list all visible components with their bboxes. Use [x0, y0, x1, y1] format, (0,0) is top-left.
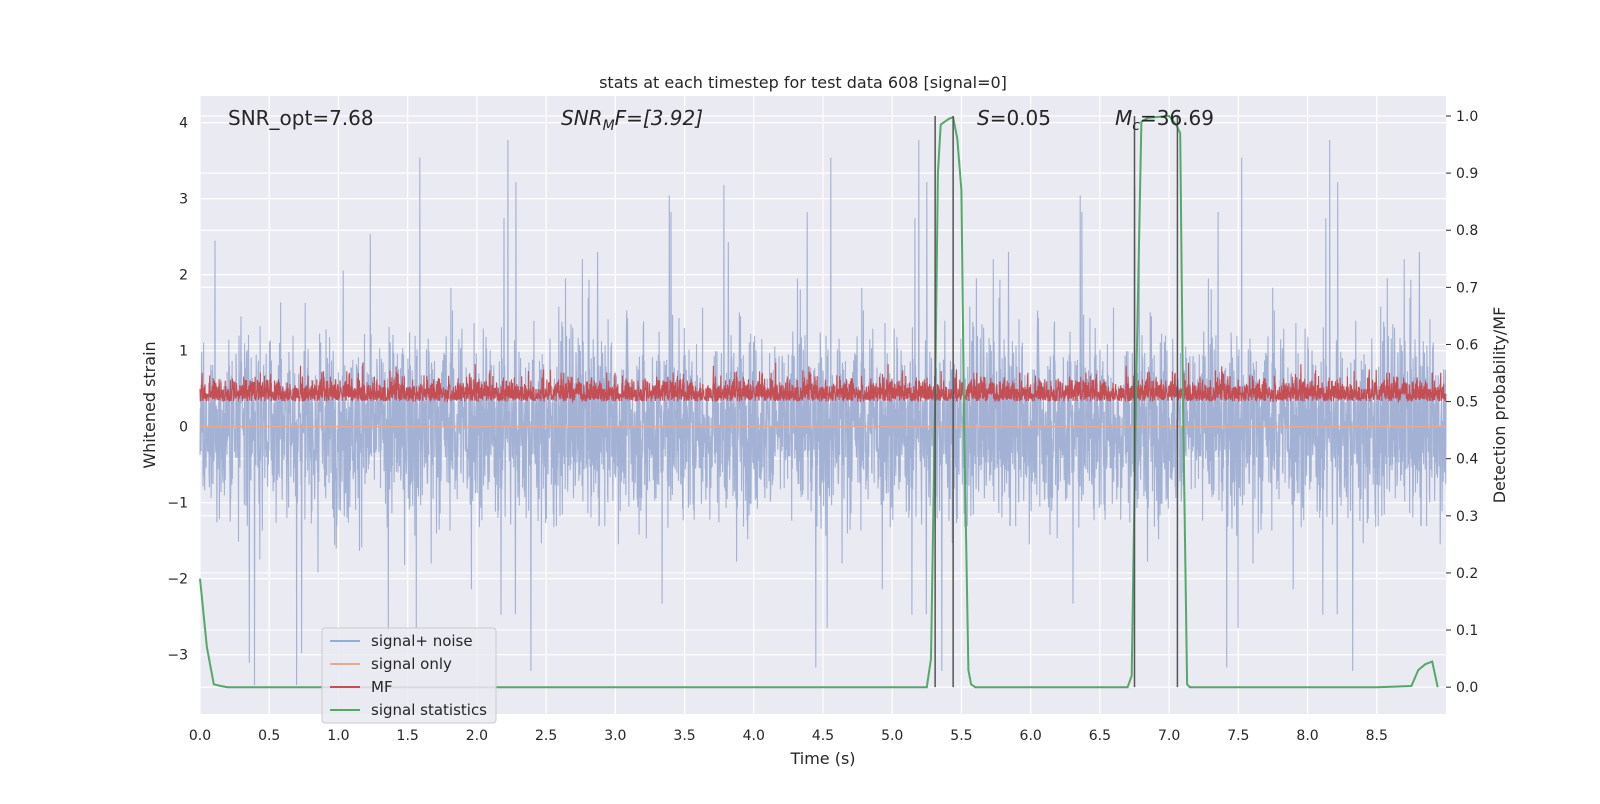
y-right-tick-label: 0.6 [1456, 337, 1478, 353]
y-axis-label-right: Detection probability/MF [1490, 307, 1509, 504]
y-left-tick-label: −3 [167, 648, 188, 664]
legend-box [321, 627, 497, 724]
y-left-tick-label: 1 [179, 344, 188, 360]
y-right-tick-label: 0.1 [1456, 623, 1478, 639]
y-left-tick-labels: −3 −2 −1 0 1 2 3 4 [167, 116, 188, 664]
legend-label-mf: MF [371, 678, 393, 696]
x-tick-label: 3.0 [604, 728, 626, 744]
legend-label-signal-only: signal only [371, 655, 452, 673]
x-tick-label: 5.0 [881, 728, 903, 744]
annotation-s-main: S [977, 106, 990, 130]
y-right-tick-label: 1.0 [1456, 109, 1478, 125]
y-right-tick-label: 0.7 [1456, 280, 1478, 296]
chart-title: stats at each timestep for test data 608… [599, 73, 1007, 92]
annotation-snr-mf-sub: M [603, 118, 615, 134]
x-tick-label: 4.5 [812, 728, 834, 744]
y-right-tick-label: 0.4 [1456, 452, 1478, 468]
y-axis-label-left: Whitened strain [140, 341, 159, 468]
vertical-markers [934, 115, 1179, 688]
annotation-snr-mf: SNRMF=[3.92] [561, 106, 703, 134]
series-signal-statistics [199, 114, 1439, 689]
x-tick-label: 8.5 [1366, 728, 1388, 744]
x-tick-label: 6.5 [1089, 728, 1111, 744]
y-right-tick-label: 0.9 [1456, 166, 1478, 182]
y-left-tick-label: 3 [179, 192, 188, 208]
x-tick-label: 3.5 [673, 728, 695, 744]
series-signal-noise [199, 139, 1447, 686]
annotation-mc-main: M [1115, 106, 1132, 130]
x-tick-label: 1.5 [397, 728, 419, 744]
x-tick-label: 7.0 [1158, 728, 1180, 744]
y-right-tick-label: 0.5 [1456, 395, 1478, 411]
x-axis-label: Time (s) [789, 749, 855, 768]
y-left-tick-label: −2 [167, 572, 188, 588]
y-left-tick-label: −1 [167, 496, 188, 512]
x-tick-label: 0.5 [258, 728, 280, 744]
annotation-mc: Mc=36.69 [1115, 106, 1214, 134]
annotation-snr-mf-main: SNR [561, 106, 603, 130]
annotation-s-rest: =0.05 [990, 106, 1051, 130]
x-tick-label: 7.5 [1227, 728, 1249, 744]
legend-label-signal-statistics: signal statistics [371, 701, 487, 719]
x-tick-label: 2.0 [466, 728, 488, 744]
x-tick-label: 0.0 [189, 728, 211, 744]
legend-label-signal-noise: signal+ noise [371, 632, 473, 650]
annotation-snr-mf-rest: F=[3.92] [615, 106, 703, 130]
x-tick-label: 8.0 [1296, 728, 1318, 744]
annotation-s: S=0.05 [977, 106, 1051, 130]
x-tick-label: 1.0 [327, 728, 349, 744]
y-left-tick-label: 2 [179, 268, 188, 284]
y-right-tick-label: 0.8 [1456, 223, 1478, 239]
x-tick-label: 4.0 [743, 728, 765, 744]
annotation-snr-opt: SNR_opt=7.68 [228, 106, 374, 130]
y-right-tick-labels: 0.0 0.1 0.2 0.3 0.4 0.5 0.6 0.7 0.8 0.9 1.0 [1446, 109, 1478, 696]
x-tick-label: 2.5 [535, 728, 557, 744]
x-tick-label: 6.0 [1020, 728, 1042, 744]
y-right-tick-label: 0.0 [1456, 680, 1478, 696]
series-layer [199, 114, 1447, 689]
legend: signal+ noise signal only MF signal stat… [321, 627, 497, 724]
y-right-tick-label: 0.2 [1456, 566, 1478, 582]
annotation-mc-rest: =36.69 [1140, 106, 1214, 130]
y-right-tick-label: 0.3 [1456, 509, 1478, 525]
annotation-mc-sub: c [1132, 118, 1140, 134]
x-tick-label: 5.5 [950, 728, 972, 744]
x-tick-labels: 0.0 0.5 1.0 1.5 2.0 2.5 3.0 3.5 4.0 4.5 5.0 5.5 6.0 6… [189, 728, 1388, 744]
y-left-tick-label: 4 [179, 116, 188, 132]
series-mf [199, 362, 1447, 404]
y-left-tick-label: 0 [179, 420, 188, 436]
